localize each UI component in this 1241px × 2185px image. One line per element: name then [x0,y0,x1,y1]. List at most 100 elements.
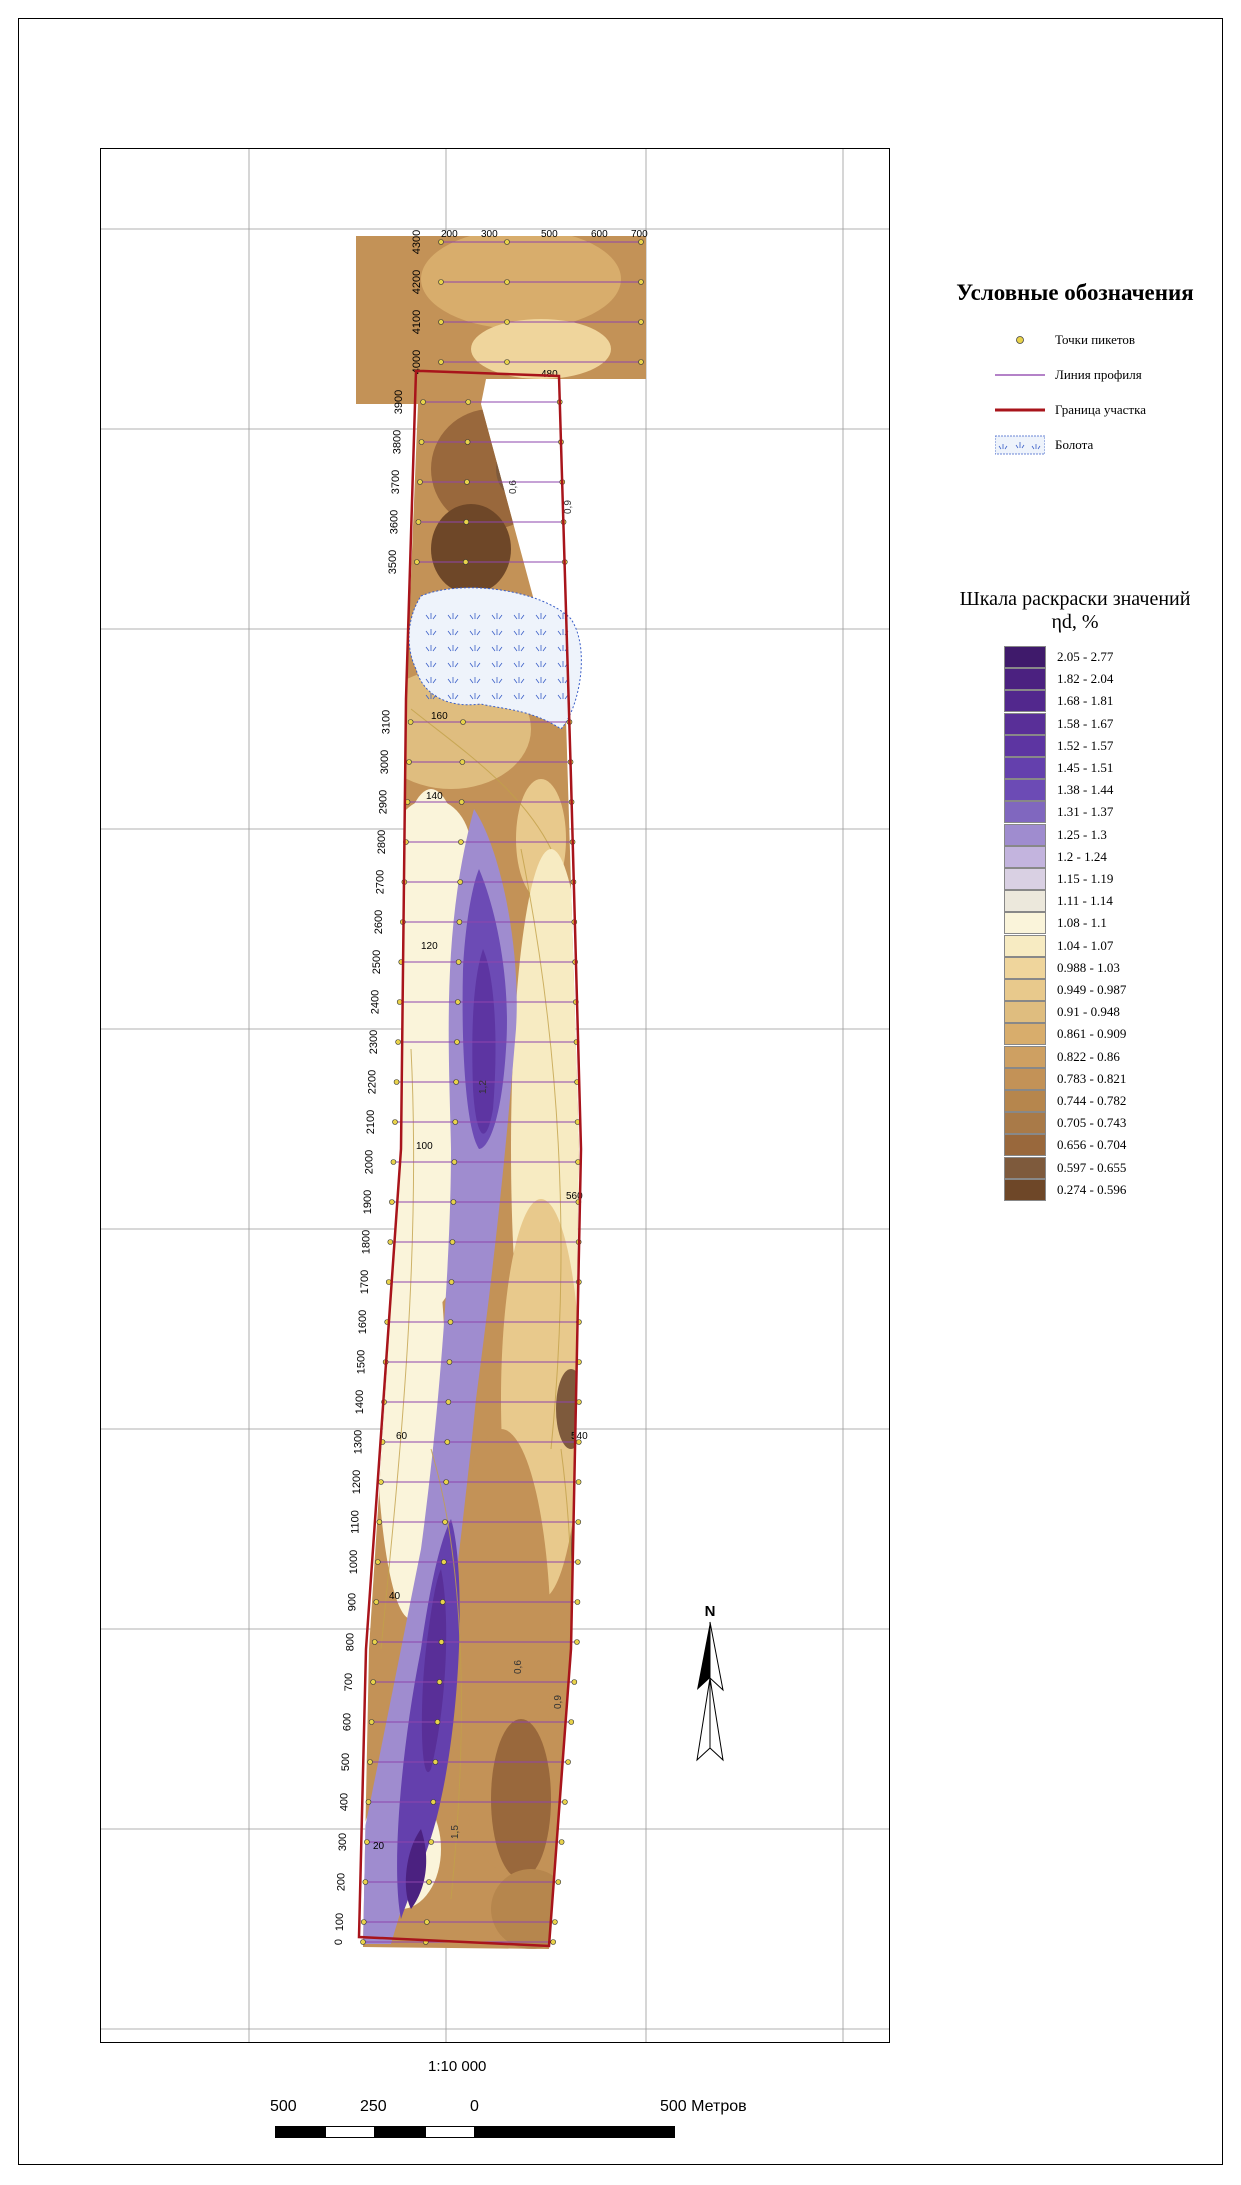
swamp-mark [469,677,481,684]
north-label: N [705,1603,716,1620]
color-swatch [1004,668,1046,691]
picket-point [453,1079,459,1085]
purple-anomaly [405,1829,427,1909]
boundary-line-icon [995,408,1045,412]
swamp-mark [491,613,503,620]
color-scale-label: 0.861 - 0.909 [1057,1026,1127,1042]
profile-label: 4100 [411,310,423,334]
picket-point [375,1559,381,1565]
contour-line [380,1048,415,1650]
profile-label: 300 [337,1833,349,1851]
picket-point [445,1399,452,1405]
color-swatch [1004,868,1046,890]
color-scale-label: 1.08 - 1.1 [1057,915,1107,931]
swamp-mark [447,645,459,652]
picket-point [370,1679,376,1685]
picket-point [460,719,466,725]
dark-patch [526,524,566,574]
picket-point [562,1799,568,1805]
picket-label: 40 [389,1591,401,1602]
swamp-mark [447,629,459,636]
contour-line [520,848,562,1450]
swamp-hatch-icon [995,435,1045,455]
color-swatch [1004,690,1046,713]
picket-point [504,279,510,285]
profile-line-icon [995,374,1045,376]
purple-anomaly [472,949,496,1134]
swamp-mark [447,613,459,620]
swamp-mark [535,661,547,668]
color-scale-label: 0.783 - 0.821 [1057,1070,1127,1086]
profile-label: 800 [345,1633,357,1651]
picket-point [365,1799,372,1805]
scale-bar-segment [425,2126,475,2138]
swamp-mark [447,693,459,700]
picket-point [434,1719,441,1725]
picket-point [568,1719,575,1725]
profile-label: 100 [334,1913,346,1931]
color-scale-label: 1.82 - 2.04 [1057,671,1114,687]
color-scale-label: 1.11 - 1.14 [1057,893,1113,909]
picket-point [418,439,425,445]
profile-label: 1200 [351,1470,363,1494]
north-arrow-icon: N [696,1603,724,1762]
picket-point [387,1239,394,1245]
swamp-mark [513,613,525,620]
legend-label-swamp: Болота [1055,437,1094,452]
color-swatch [1004,1178,1046,1201]
color-scale-label: 1.25 - 1.3 [1057,826,1107,842]
color-scale-label: 0.822 - 0.86 [1057,1048,1120,1064]
color-scale-label: 0.949 - 0.987 [1057,982,1127,997]
profile-label: 4000 [411,350,423,374]
picket-point [442,1519,448,1525]
dark-patch [496,439,546,499]
contour-label: 0,9 [563,500,574,514]
picket-point [362,1879,369,1885]
color-scale-label: 0.91 - 0.948 [1057,1004,1120,1020]
profile-label: 3600 [388,510,400,534]
contour-label: 0,6 [508,480,519,494]
swamp-mark [469,661,481,668]
picket-point [390,1159,397,1165]
swamp-mark [469,645,481,652]
picket-point [458,799,465,805]
picket-point [360,1939,366,1945]
color-swatch [1004,956,1046,979]
profile-label: 1600 [357,1310,369,1334]
color-scale-label: 0.597 - 0.655 [1057,1159,1127,1175]
picket-point [454,1039,460,1045]
picket-point-icon [1016,336,1024,344]
profile-label: 500 [340,1753,352,1771]
picket-point [558,1839,565,1845]
color-swatch [1004,1067,1046,1090]
swamp-mark [513,677,525,684]
picket-point [504,239,510,245]
picket-label: 100 [416,1141,433,1152]
picket-point [392,1119,398,1125]
map-frame[interactable]: 4300 4200 4100 4000 3900 3800 3700 3600 3500 3100… [100,148,890,2043]
picket-point [415,519,422,525]
contour-line [410,708,552,850]
picket-point [571,1679,578,1685]
legend: Условные обозначения Точки пикетов Линия… [925,280,1225,455]
picket-point [444,1439,451,1445]
swamp-mark [425,693,437,700]
picket-point [448,1279,455,1285]
profile-label: 3800 [392,430,404,454]
map-canvas[interactable]: 4300420041004000390038003700360035003100… [101,149,890,2043]
picket-point [452,1119,459,1125]
legend-label-pickets: Точки пикетов [1055,332,1136,347]
picket-point [446,1359,453,1365]
swamp-mark [513,661,525,668]
color-scale-label: 0.744 - 0.782 [1057,1093,1127,1108]
picket-label: 20 [373,1841,385,1852]
profile-label: 1400 [354,1390,366,1414]
contour-label: 0,9 [553,1695,564,1709]
picket-point [550,1939,556,1945]
picket-point [638,279,644,285]
color-swatch [1004,734,1046,757]
profile-label: 4300 [411,230,423,254]
picket-point [364,1839,370,1845]
profile-label: 700 [343,1673,355,1691]
picket-point [443,1479,449,1485]
